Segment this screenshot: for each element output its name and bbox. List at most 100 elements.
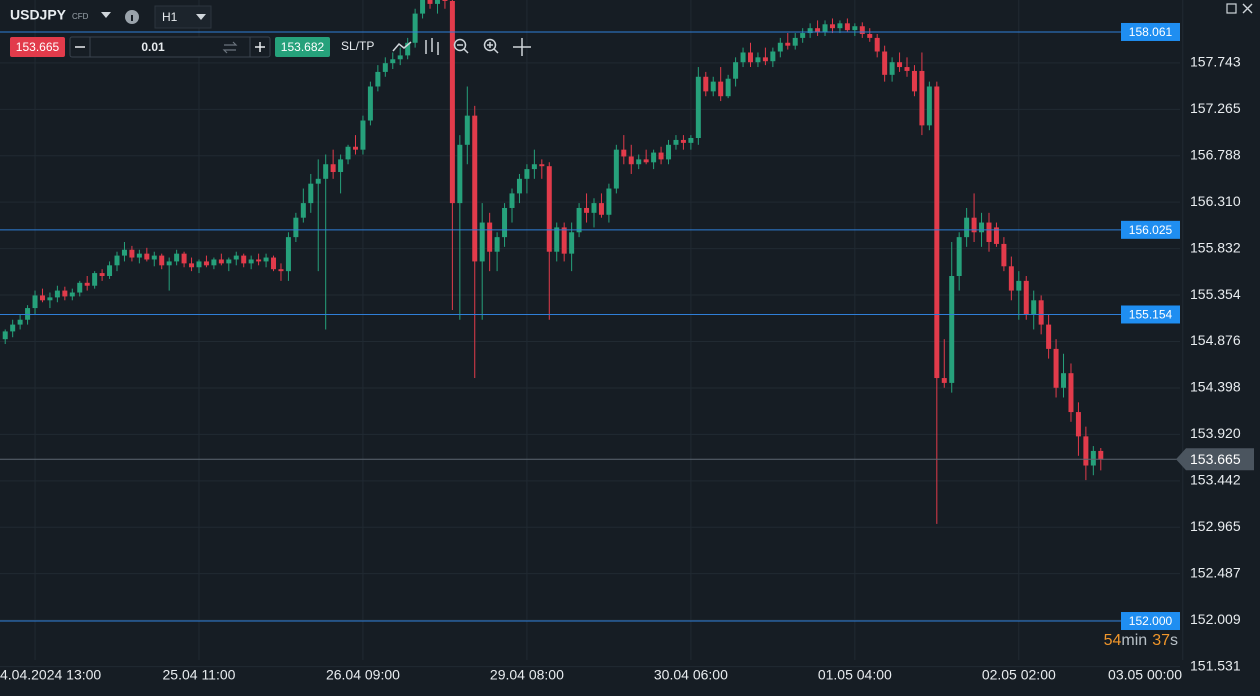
candle-body [256, 259, 262, 262]
candle-body [576, 207, 582, 233]
candle-body [703, 76, 709, 92]
candle-body [248, 259, 254, 264]
candle-body [688, 138, 694, 143]
candle-body [464, 115, 470, 145]
y-tick-label: 154.876 [1190, 332, 1241, 348]
plus-button[interactable] [255, 42, 265, 52]
line-chart-icon[interactable] [392, 41, 412, 52]
candle-body [107, 265, 113, 277]
countdown-seconds: 37 [1152, 632, 1170, 649]
candle-body [941, 378, 947, 383]
candle-body [636, 159, 642, 165]
candle-body [144, 253, 150, 260]
sltp-button[interactable]: SL/TP [341, 39, 374, 53]
close-icon[interactable] [1242, 3, 1253, 14]
current-price-box [1176, 448, 1254, 471]
candle-body [1016, 280, 1022, 291]
candle-body [986, 222, 992, 242]
candle-icon[interactable] [425, 38, 439, 55]
candle-body [1023, 280, 1029, 315]
buy-button[interactable] [275, 37, 330, 57]
candle-body [658, 152, 664, 160]
y-tick-label: 152.965 [1190, 518, 1241, 534]
swap-icon[interactable] [222, 41, 238, 54]
candle-body [621, 149, 627, 157]
timeframe-dropdown [196, 14, 206, 20]
candle-body [531, 164, 537, 170]
x-tick-label: 02.05 02:00 [982, 667, 1056, 683]
candle-body [2, 331, 8, 340]
candle-body [911, 70, 917, 92]
buy-price: 153.682 [281, 40, 325, 54]
candle-body [807, 28, 813, 34]
candle-body [226, 259, 232, 264]
candle-body [889, 62, 895, 75]
candle-body [1068, 373, 1074, 413]
zoom-out-icon[interactable] [453, 38, 467, 52]
x-tick-label: 01.05 04:00 [818, 667, 892, 683]
pan-icon[interactable] [513, 38, 531, 56]
zoom-in-icon[interactable] [483, 38, 497, 52]
candle-body [502, 207, 508, 238]
level-label-box [1121, 22, 1180, 41]
candle-body [867, 34, 873, 38]
candle-body [293, 217, 299, 238]
candle-body [218, 259, 224, 264]
level-label-box [1121, 305, 1180, 324]
symbol-dropdown[interactable] [101, 12, 111, 18]
volume-input[interactable] [69, 36, 271, 58]
candle-body [1098, 450, 1104, 460]
candle-body [628, 156, 634, 165]
candle-body [241, 255, 247, 264]
candle-body [397, 55, 403, 60]
y-tick-label: 156.788 [1190, 146, 1241, 162]
candle-body [546, 166, 552, 252]
candle-body [69, 292, 75, 297]
candle-body [680, 139, 686, 143]
countdown-unit: s [1170, 632, 1178, 649]
candle-body [129, 249, 135, 258]
candle-body [136, 253, 142, 258]
candle-body [278, 269, 284, 272]
candle-body [25, 308, 31, 320]
candle-body [740, 52, 746, 63]
candle-body [785, 42, 791, 46]
sell-button[interactable] [10, 37, 65, 57]
candle-body [233, 255, 239, 260]
candle-body [591, 203, 597, 213]
current-price-label: 153.665 [1190, 451, 1241, 467]
x-tick-label: 29.04 08:00 [490, 667, 564, 683]
candle-body [427, 0, 433, 4]
candle-body [442, 0, 448, 1]
candle-body [1046, 324, 1052, 349]
candle-body [1031, 300, 1037, 315]
candle-body [159, 255, 165, 266]
candle-body [92, 273, 98, 286]
candle-body [203, 261, 209, 266]
candle-body [725, 78, 731, 97]
candle-body [121, 249, 127, 256]
candle-body [189, 263, 195, 268]
candle-body [718, 81, 724, 97]
x-tick-label: 25.04 11:00 [163, 667, 236, 683]
plot [0, 0, 1184, 668]
level-label: 158.061 [1129, 25, 1173, 39]
y-tick-label: 152.487 [1190, 564, 1241, 580]
candle-body [934, 86, 940, 379]
candle-body [569, 232, 575, 254]
y-tick-label: 154.398 [1190, 379, 1241, 395]
candle-body [859, 26, 865, 35]
y-tick-label: 157.743 [1190, 54, 1241, 70]
symbol-tag: CFD [72, 12, 89, 21]
candle-body [919, 70, 925, 126]
timeframe-select[interactable] [154, 5, 212, 29]
candle-body [651, 152, 657, 163]
candle-body [777, 42, 783, 52]
candle-body [196, 261, 202, 268]
candle-body [271, 257, 277, 270]
candle-body [1090, 450, 1096, 466]
candle-body [1053, 348, 1059, 388]
maximize-icon[interactable] [1226, 3, 1237, 14]
candle-body [300, 203, 306, 218]
